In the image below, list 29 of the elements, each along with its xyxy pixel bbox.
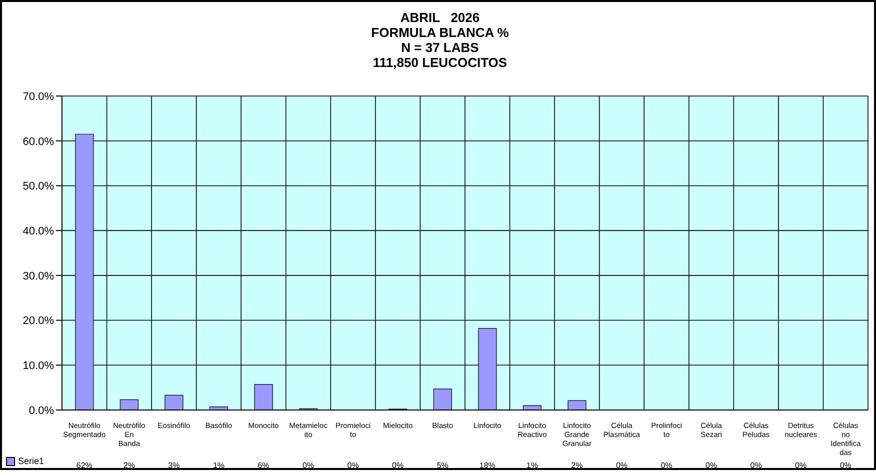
y-tick-label: 50.0% [22, 180, 54, 193]
y-tick-label: 0.0% [28, 404, 54, 417]
data-label: 0% [840, 461, 852, 470]
data-label: 1% [212, 461, 225, 470]
data-label: 6% [258, 461, 270, 470]
chart-title: ABRIL 2026 [399, 10, 481, 25]
data-label: 3% [168, 461, 180, 470]
data-label: 1% [526, 461, 538, 470]
y-tick-label: 10.0% [22, 360, 54, 372]
data-label: 0% [392, 461, 404, 470]
data-label: 0% [302, 461, 314, 470]
data-label: 62% [76, 461, 92, 470]
data-label: 2% [123, 461, 135, 470]
data-label: 0% [347, 461, 359, 470]
data-label: 0% [750, 461, 762, 470]
data-label: 2% [571, 461, 583, 470]
data-label: 0% [616, 461, 628, 470]
y-tick-label: 60.0% [22, 136, 54, 148]
y-tick-label: 20.0% [22, 315, 54, 328]
chart-subtitle: FORMULA BLANCA % N = 37 LABS 111,850 LEUCOCITOS [370, 25, 510, 70]
y-tick-label: 70.0% [22, 90, 54, 103]
data-label: 0% [660, 461, 672, 470]
data-label: 0% [705, 461, 718, 470]
y-tick-label: 30.0% [22, 270, 54, 282]
legend-label: Serie1 [18, 456, 44, 466]
y-tick-label: 40.0% [22, 225, 54, 238]
data-label: 0% [795, 461, 807, 470]
data-label: 5% [436, 461, 448, 470]
data-label: 18% [479, 461, 496, 470]
